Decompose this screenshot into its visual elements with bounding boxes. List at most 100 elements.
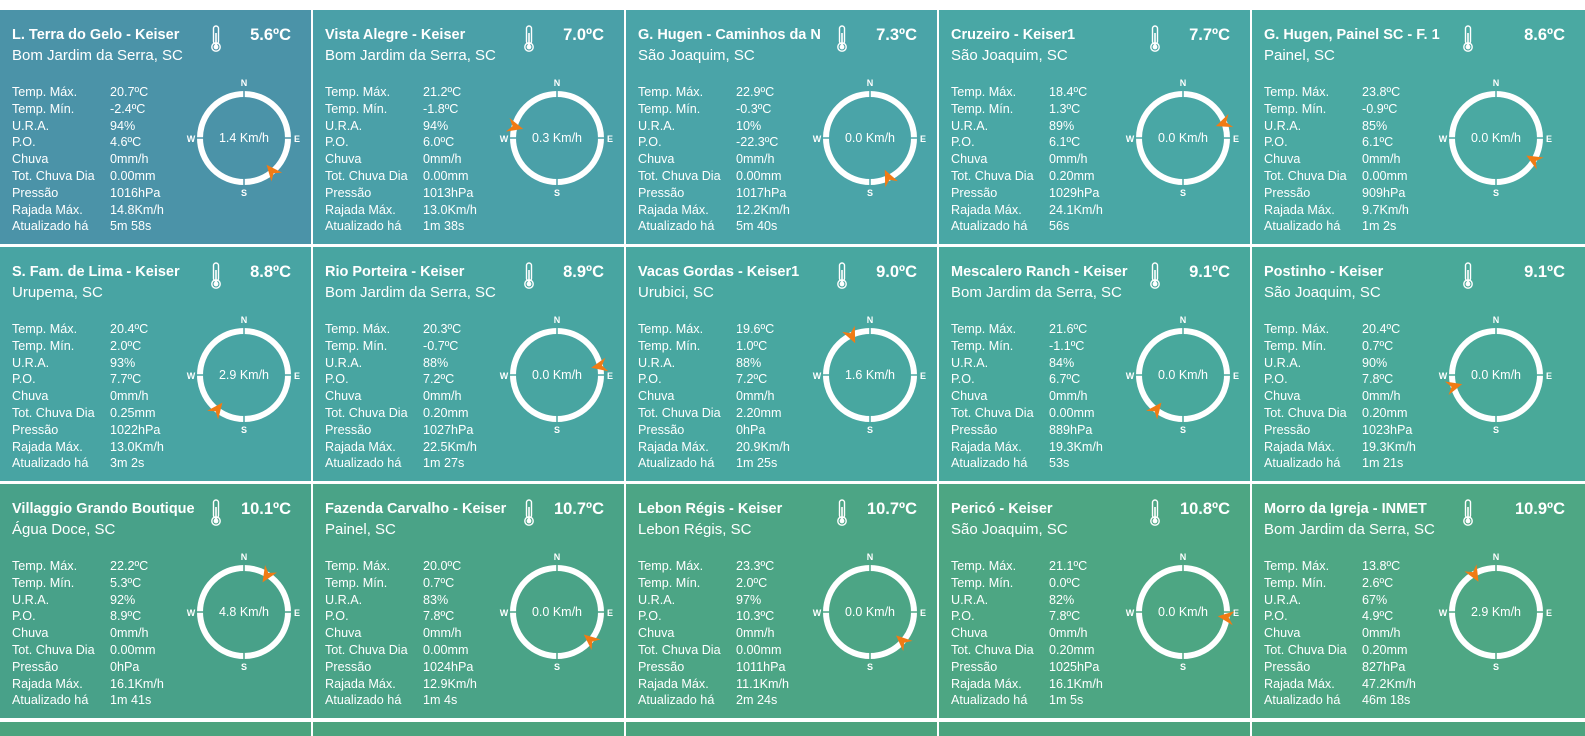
station-location: Bom Jardim da Serra, SC [1264, 521, 1435, 538]
stat-row-pressao: Pressão 1024hPa [325, 659, 477, 676]
station-card[interactable] [313, 722, 624, 736]
stat-value: 4.9ºC [1362, 609, 1394, 624]
compass-label-n: N [1493, 315, 1500, 325]
station-card[interactable]: Cruzeiro - Keiser1 São Joaquim, SC 7.7ºC Te… [939, 10, 1250, 244]
station-card[interactable] [1252, 722, 1585, 736]
stat-value: 1m 21s [1362, 456, 1404, 471]
stat-row-temp-min: Temp. Mín. -1.1ºC [951, 338, 1103, 355]
stat-value: 85% [1362, 118, 1388, 133]
station-card[interactable]: Postinho - Keiser São Joaquim, SC 9.1ºC Tem… [1252, 247, 1585, 481]
thermometer-icon [524, 262, 534, 289]
station-card[interactable]: Vacas Gordas - Keiser1 Urubici, SC 9.0ºC Te… [626, 247, 937, 481]
stat-row-rajada: Rajada Máx. 19.3Km/h [951, 439, 1103, 456]
stat-label: P.O. [638, 135, 662, 150]
station-card[interactable]: Lebon Régis - Keiser Lebon Régis, SC 10.7º… [626, 484, 937, 718]
station-card[interactable]: Pericó - Keiser São Joaquim, SC 10.8ºC Temp… [939, 484, 1250, 718]
station-card[interactable]: Villaggio Grando Boutique Água Doce, SC 10… [0, 484, 311, 718]
stat-label: U.R.A. [325, 592, 363, 607]
stat-label: Temp. Máx. [1264, 85, 1330, 99]
stat-label: Tot. Chuva Dia [325, 405, 408, 420]
station-card[interactable] [0, 722, 311, 736]
wind-direction-arrow-icon [884, 169, 898, 188]
stat-label: Tot. Chuva Dia [12, 642, 95, 657]
station-location: Painel, SC [1264, 47, 1335, 64]
stat-label: Temp. Máx. [325, 322, 391, 336]
thermometer-icon [1463, 25, 1473, 52]
stat-label: Chuva [638, 152, 675, 167]
stat-value: 0.00mm [110, 168, 156, 183]
station-card[interactable]: Vista Alegre - Keiser Bom Jardim da Serra… [313, 10, 624, 244]
wind-compass: N S E W 0.0 Km/h [1126, 315, 1239, 435]
station-card[interactable] [939, 722, 1250, 736]
wind-direction-arrow-icon [207, 402, 223, 420]
stat-row-temp-max: Temp. Máx. 19.6ºC [638, 321, 790, 338]
station-card[interactable]: G. Hugen, Painel SC - F. 1 Painel, SC 8.6º… [1252, 10, 1585, 244]
stat-label: Temp. Mín. [325, 338, 388, 353]
station-card[interactable]: L. Terra do Gelo - Keiser Bom Jardim da S… [0, 10, 311, 244]
wind-speed: 2.9 Km/h [219, 368, 269, 382]
stat-row-chuva: Chuva 0mm/h [951, 388, 1103, 405]
station-card[interactable] [626, 722, 937, 736]
stat-row-pressao: Pressão 1017hPa [638, 185, 790, 202]
compass-label-e: E [920, 608, 926, 618]
stat-label: Temp. Máx. [12, 559, 78, 573]
wind-direction-arrow-icon [1217, 611, 1235, 626]
station-card[interactable]: G. Hugen - Caminhos da N São Joaquim, SC 7… [626, 10, 937, 244]
stat-value: 53s [1049, 456, 1070, 471]
stat-label: P.O. [12, 372, 36, 387]
stat-label: U.R.A. [12, 118, 50, 133]
station-card[interactable]: Rio Porteira - Keiser Bom Jardim da Serra… [313, 247, 624, 481]
stat-row-pressao: Pressão 889hPa [951, 422, 1103, 439]
wind-compass: N S E W 0.0 Km/h [1439, 315, 1552, 435]
station-location: Água Doce, SC [12, 521, 116, 538]
stat-label: Chuva [951, 152, 988, 167]
station-name: Postinho - Keiser [1264, 264, 1384, 280]
stat-row-tot-chuva: Tot. Chuva Dia 0.20mm [951, 642, 1103, 659]
stat-label: Temp. Mín. [1264, 575, 1327, 590]
compass-label-n: N [554, 552, 561, 562]
stat-row-atualizado: Atualizado há 5m 58s [12, 218, 164, 235]
stat-label: Tot. Chuva Dia [638, 405, 721, 420]
compass-label-n: N [554, 78, 561, 88]
stat-value: 13.8ºC [1362, 559, 1401, 573]
station-card[interactable]: Morro da Igreja - INMET Bom Jardim da Ser… [1252, 484, 1585, 718]
stat-value: 1025hPa [1049, 659, 1100, 674]
stat-row-rajada: Rajada Máx. 22.5Km/h [325, 439, 477, 456]
stat-row-ura: U.R.A. 93% [12, 355, 164, 372]
stat-row-ura: U.R.A. 97% [638, 592, 789, 609]
compass-label-e: E [1546, 371, 1552, 381]
stat-value: 23.8ºC [1362, 85, 1401, 99]
station-card[interactable]: Fazenda Carvalho - Keiser Painel, SC 10.7º… [313, 484, 624, 718]
wind-speed: 0.0 Km/h [1158, 131, 1208, 145]
compass-label-e: E [294, 608, 300, 618]
station-card[interactable]: S. Fam. de Lima - Keiser Urupema, SC 8.8ºC… [0, 247, 311, 481]
wind-speed: 0.0 Km/h [1471, 131, 1521, 145]
wind-direction-arrow-icon [896, 635, 913, 652]
compass-label-e: E [1546, 134, 1552, 144]
stat-value: 0mm/h [1362, 389, 1401, 404]
stat-label: Atualizado há [12, 456, 89, 471]
station-name: Lebon Régis - Keiser [638, 501, 783, 517]
stat-row-chuva: Chuva 0mm/h [325, 625, 477, 642]
stat-row-rajada: Rajada Máx. 12.2Km/h [638, 202, 790, 219]
stat-label: Temp. Mín. [12, 338, 75, 353]
stat-label: Atualizado há [325, 693, 402, 708]
stat-label: Tot. Chuva Dia [12, 405, 95, 420]
stat-label: P.O. [638, 372, 662, 387]
stat-row-po: P.O. 7.8ºC [325, 608, 477, 625]
thermometer-icon [1150, 25, 1160, 52]
stat-row-ura: U.R.A. 88% [325, 355, 477, 372]
stat-label: Tot. Chuva Dia [12, 168, 95, 183]
stat-row-atualizado: Atualizado há 5m 40s [638, 218, 790, 235]
wind-direction-arrow-icon [266, 164, 283, 182]
stat-label: Atualizado há [638, 693, 715, 708]
stat-label: Atualizado há [1264, 219, 1341, 234]
next-row-strip [0, 722, 1585, 736]
compass-label-n: N [1180, 315, 1187, 325]
stat-value: 1.0ºC [736, 338, 768, 353]
stat-row-tot-chuva: Tot. Chuva Dia 0.00mm [638, 168, 790, 185]
stat-label: Pressão [1264, 659, 1311, 674]
stat-label: Rajada Máx. [1264, 202, 1335, 217]
station-card[interactable]: Mescalero Ranch - Keiser Bom Jardim da Se… [939, 247, 1250, 481]
stat-row-tot-chuva: Tot. Chuva Dia 0.00mm [1264, 168, 1409, 185]
